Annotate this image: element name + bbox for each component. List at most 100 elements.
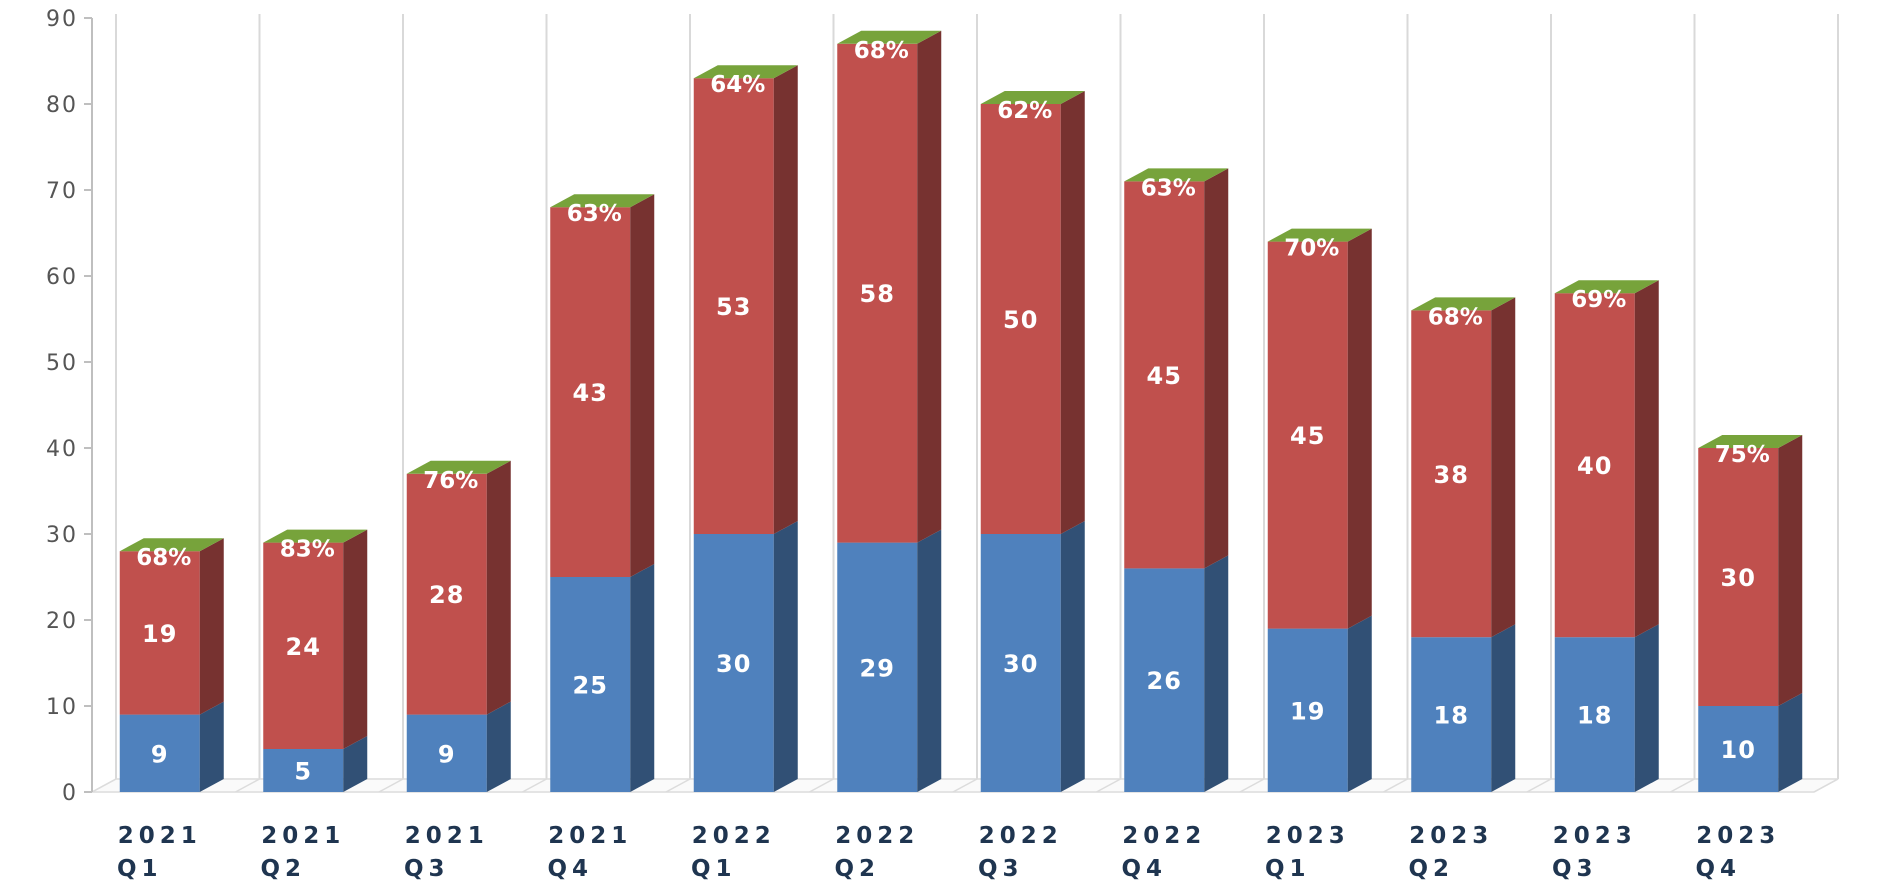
bar-side (630, 564, 655, 792)
x-tick-quarter: Q4 (1695, 856, 1741, 882)
percent-label: 68% (1428, 304, 1483, 330)
bar-top (1411, 297, 1516, 311)
data-label: 24 (286, 633, 321, 661)
bar-top (1698, 435, 1803, 448)
bar-group: 30 53 64% (693, 65, 798, 792)
x-tick-quarter: Q4 (1121, 856, 1167, 882)
data-label: 53 (716, 293, 751, 321)
bar-segment (693, 78, 774, 534)
bar-top (406, 460, 511, 474)
data-label: 18 (1577, 702, 1612, 730)
percent-label: 63% (1141, 175, 1196, 201)
bar-group: 19 45 70% (1267, 228, 1372, 792)
bar-group: 9 28 76% (406, 460, 511, 792)
y-tick-label: 50 (46, 351, 78, 376)
bar-segment (1411, 637, 1492, 792)
data-label: 58 (860, 280, 895, 308)
x-tick-year: 2023 (1553, 823, 1637, 849)
bar-top (1554, 280, 1659, 294)
bar-side (1204, 555, 1229, 792)
percent-label: 76% (423, 468, 478, 494)
data-label: 26 (1147, 667, 1182, 695)
bar-group: 18 40 69% (1554, 280, 1659, 792)
data-label: 30 (716, 650, 751, 678)
bar-group: 25 43 63% (550, 194, 655, 792)
bar-segment (550, 207, 631, 577)
x-tick-quarter: Q4 (547, 856, 593, 882)
data-label: 40 (1577, 452, 1612, 480)
x-tick-year: 2022 (692, 823, 776, 849)
data-label: 9 (438, 740, 456, 768)
bar-side (1347, 615, 1372, 792)
bar-side (773, 521, 798, 792)
bar-top (119, 538, 224, 552)
bar-top (837, 30, 942, 44)
x-tick-year: 2021 (118, 823, 202, 849)
data-label: 29 (860, 654, 895, 682)
bar-segment (119, 714, 200, 792)
percent-label: 68% (136, 545, 191, 571)
bar-segment (1698, 448, 1779, 706)
bar-group: 18 38 68% (1411, 297, 1516, 792)
floor-line (1526, 778, 1552, 793)
data-label: 19 (142, 620, 177, 648)
bar-top (263, 529, 368, 543)
data-label: 43 (573, 379, 608, 407)
bar-segment (263, 542, 344, 749)
y-tick-label: 70 (46, 179, 78, 204)
x-tick-year: 2021 (405, 823, 489, 849)
bar-side (343, 736, 368, 792)
bar-segment (119, 551, 200, 715)
percent-label: 68% (854, 38, 909, 64)
floor-line (665, 778, 691, 793)
data-label: 18 (1434, 702, 1469, 730)
percent-label: 69% (1571, 287, 1626, 313)
data-label: 5 (294, 758, 312, 786)
bar-segment (693, 534, 774, 792)
x-tick-quarter: Q3 (978, 856, 1024, 882)
bar-side (343, 529, 368, 749)
bar-side (917, 529, 942, 792)
y-tick-label: 80 (46, 93, 78, 118)
bar-side (486, 701, 511, 792)
x-tick-year: 2023 (1696, 823, 1780, 849)
data-label: 30 (1003, 650, 1038, 678)
y-tick-label: 20 (46, 609, 78, 634)
bar-segment (406, 473, 487, 715)
floor-line (522, 778, 547, 793)
bar-group: 5 24 83% (263, 529, 368, 792)
x-tick-year: 2022 (835, 823, 919, 849)
bar-top (693, 65, 798, 79)
bar-group: 26 45 63% (1124, 168, 1229, 792)
bar-segment (406, 714, 487, 792)
x-tick-year: 2021 (548, 823, 632, 849)
floor-line (1813, 778, 1839, 793)
bar-side (199, 701, 224, 792)
data-label: 25 (573, 672, 608, 700)
x-tick-year: 2022 (979, 823, 1063, 849)
data-label: 45 (1147, 362, 1182, 390)
y-tick-label: 90 (46, 7, 78, 32)
bar-segment (1124, 568, 1205, 792)
bar-side (1634, 280, 1659, 638)
bar-segment (1554, 637, 1635, 792)
x-tick-year: 2023 (1409, 823, 1493, 849)
data-label: 19 (1290, 697, 1325, 725)
data-label: 45 (1290, 422, 1325, 450)
bar-side (486, 460, 511, 715)
bar-segment (263, 749, 344, 792)
floor-line (809, 778, 834, 793)
bar-group: 29 58 68% (837, 30, 942, 792)
bar-side (1060, 521, 1085, 792)
floor-line (1670, 778, 1695, 793)
data-label: 38 (1434, 461, 1469, 489)
floor-line (1383, 778, 1408, 793)
y-tick-label: 10 (46, 695, 78, 720)
bar-group: 30 50 62% (980, 91, 1085, 792)
bar-group: 10 30 75% (1698, 435, 1803, 792)
y-tick-label: 30 (46, 523, 78, 548)
bar-segment (1698, 706, 1779, 792)
bar-side (1347, 228, 1372, 629)
data-label: 9 (151, 740, 169, 768)
